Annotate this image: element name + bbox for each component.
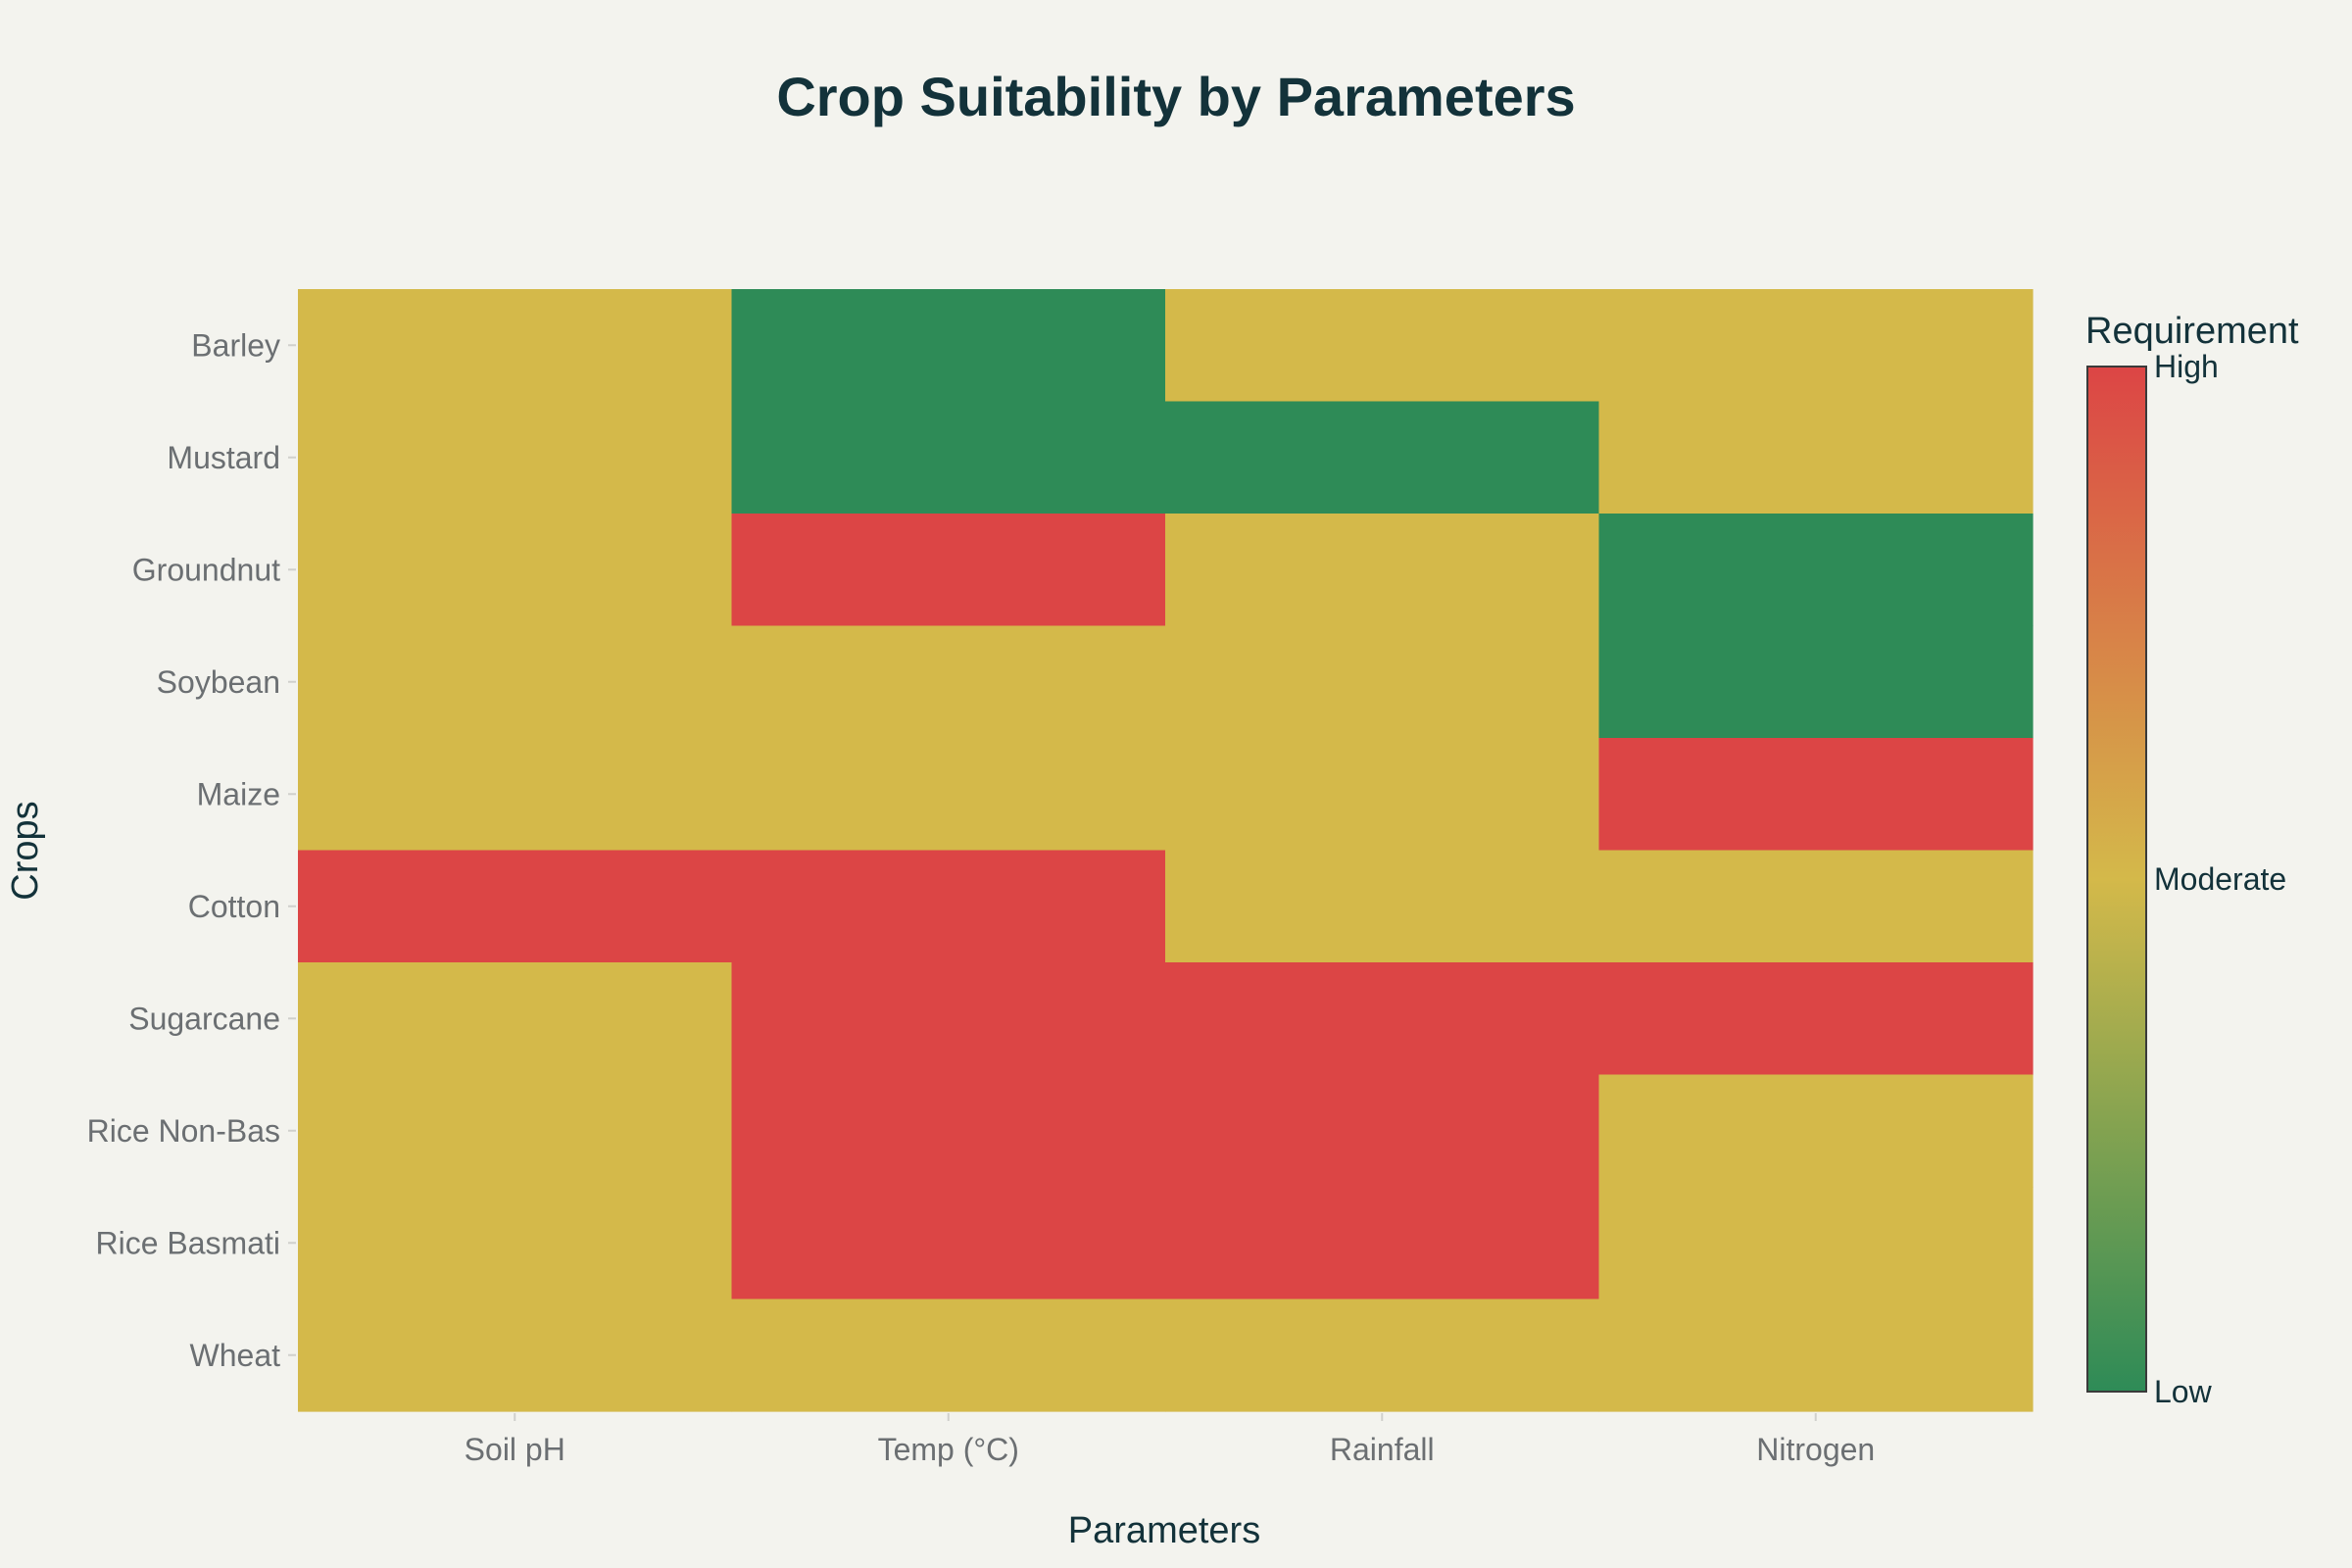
heatmap-cell [1598, 850, 2034, 963]
heatmap-cell [1598, 1187, 2034, 1300]
heatmap-cell [731, 514, 1166, 627]
heatmap-cell [731, 850, 1166, 963]
heatmap-cell [298, 850, 733, 963]
x-axis-ticks: Soil pH Temp (°C) Rainfall Nitrogen [465, 1413, 1875, 1467]
heatmap-cells [298, 289, 2034, 1412]
heatmap-cell [1165, 289, 1600, 403]
heatmap-cell [1598, 962, 2034, 1076]
heatmap-cell [731, 1187, 1166, 1300]
heatmap-cell [298, 1187, 733, 1300]
x-tick-label: Nitrogen [1756, 1432, 1875, 1467]
y-tick-label: Maize [197, 776, 280, 811]
chart-title: Crop Suitability by Parameters [776, 66, 1575, 127]
heatmap-cell [731, 289, 1166, 403]
heatmap-cell [298, 289, 733, 403]
y-tick-label: Wheat [190, 1338, 281, 1373]
heatmap-cell [1165, 625, 1600, 739]
heatmap-cell [1165, 1074, 1600, 1188]
x-tick-label: Rainfall [1330, 1432, 1435, 1467]
heatmap-cell [731, 625, 1166, 739]
y-tick-label: Rice Non-Bas [87, 1113, 280, 1149]
heatmap-cell [298, 1074, 733, 1188]
colorbar-ticks: High Moderate Low [2154, 349, 2286, 1409]
y-tick-label: Soybean [157, 664, 280, 700]
heatmap-cell [1598, 401, 2034, 514]
heatmap-cell [1165, 1298, 1600, 1412]
heatmap-cell [298, 625, 733, 739]
y-tick-label: Rice Basmati [96, 1225, 281, 1260]
heatmap-cell [298, 962, 733, 1076]
x-tick-label: Soil pH [465, 1432, 565, 1467]
colorbar-tick-label: High [2154, 349, 2219, 384]
heatmap-cell [1598, 514, 2034, 627]
heatmap-cell [1165, 738, 1600, 852]
heatmap-cell [1598, 625, 2034, 739]
heatmap-cell [1598, 1074, 2034, 1188]
heatmap-cell [731, 1298, 1166, 1412]
heatmap-cell [1165, 401, 1600, 514]
heatmap-cell [731, 738, 1166, 852]
y-axis-title: Crops [5, 801, 46, 900]
heatmap-cell [731, 1074, 1166, 1188]
y-tick-label: Sugarcane [128, 1001, 280, 1036]
colorbar: Requirement High Moderate Low [2085, 311, 2299, 1409]
y-tick-label: Mustard [167, 440, 280, 475]
heatmap-cell [1165, 1187, 1600, 1300]
heatmap-cell [1598, 738, 2034, 852]
heatmap-cell [1598, 1298, 2034, 1412]
x-tick-label: Temp (°C) [878, 1432, 1019, 1467]
y-tick-label: Barley [191, 327, 280, 363]
heatmap-cell [298, 401, 733, 514]
x-axis-title: Parameters [1068, 1510, 1260, 1551]
heatmap-cell [1598, 289, 2034, 403]
heatmap-cell [1165, 962, 1600, 1076]
colorbar-tick-label: Moderate [2154, 861, 2286, 897]
heatmap-cell [298, 1298, 733, 1412]
y-tick-label: Groundnut [132, 552, 280, 587]
y-tick-label: Cotton [188, 889, 280, 924]
colorbar-gradient [2086, 366, 2147, 1393]
y-axis-ticks: Barley Mustard Groundnut Soybean Maize Cotton… [87, 327, 296, 1373]
colorbar-tick-label: Low [2154, 1374, 2213, 1409]
heatmap-cell [731, 962, 1166, 1076]
heatmap-cell [298, 738, 733, 852]
heatmap-cell [298, 514, 733, 627]
heatmap-cell [1165, 850, 1600, 963]
heatmap-cell [1165, 514, 1600, 627]
heatmap-cell [731, 401, 1166, 514]
colorbar-title: Requirement [2085, 311, 2299, 352]
